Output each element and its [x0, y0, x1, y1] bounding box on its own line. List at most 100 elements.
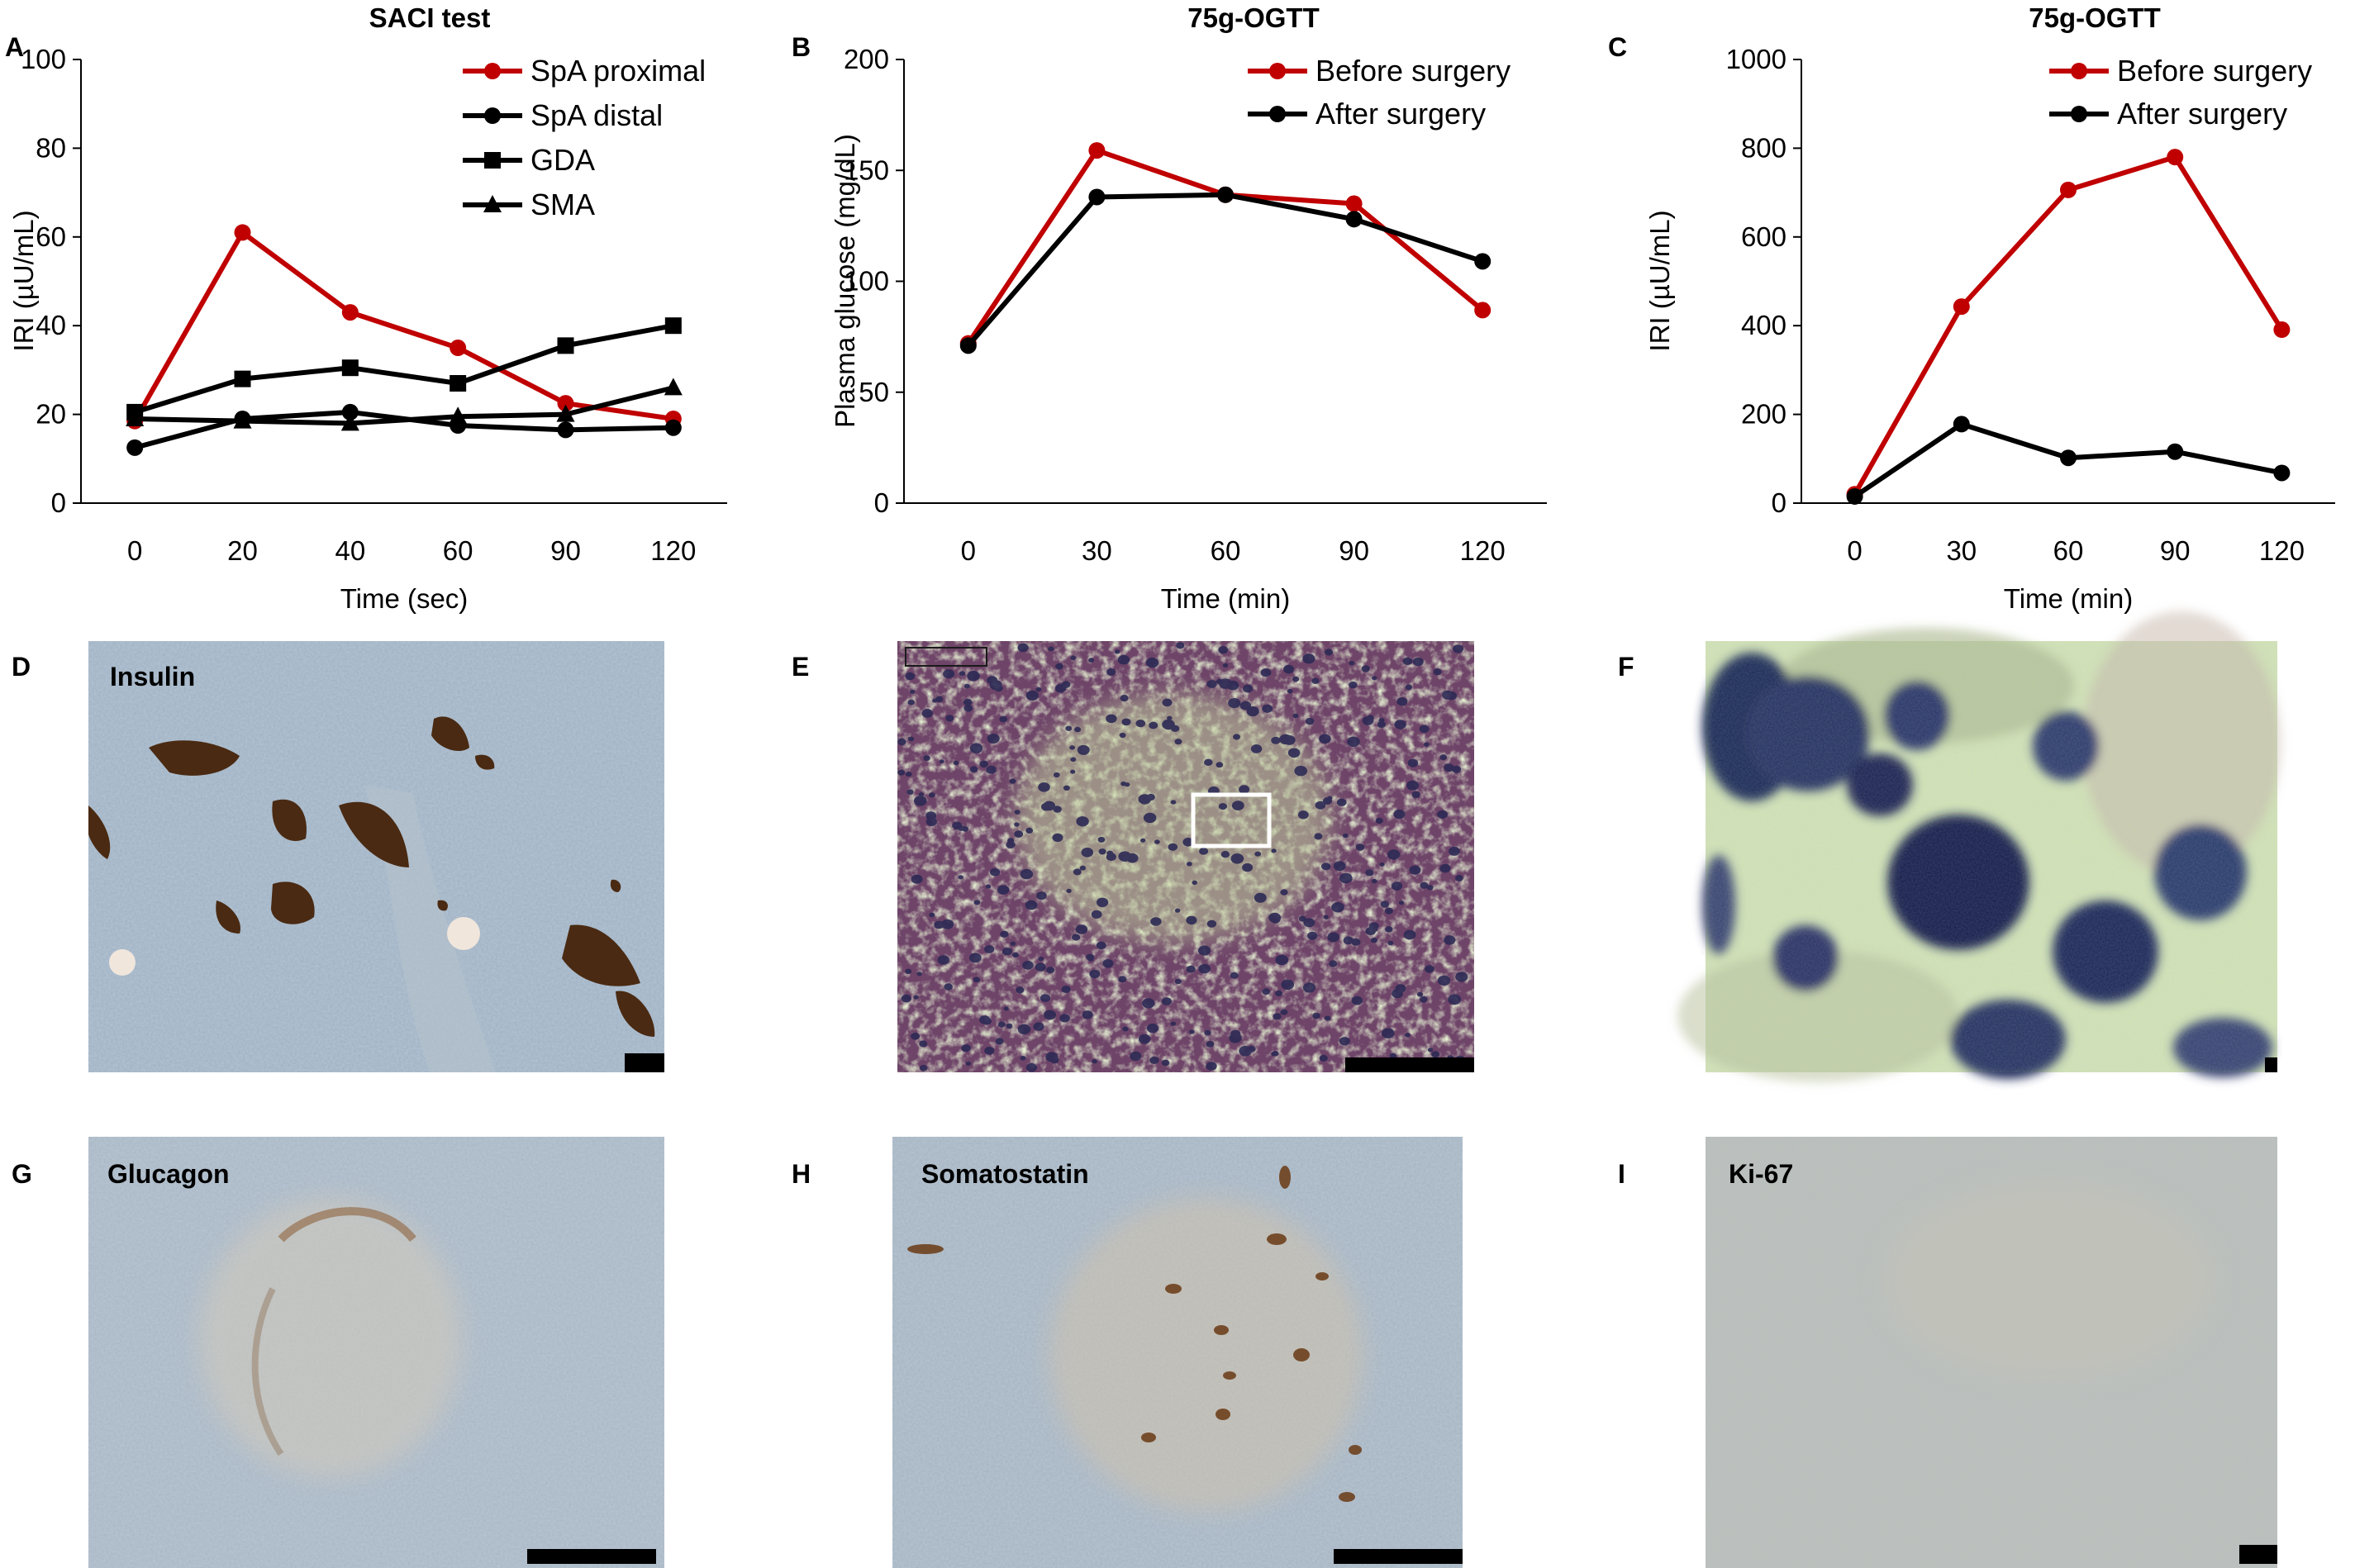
x-tick-label: 40: [335, 535, 365, 566]
y-tick-label: 600: [1741, 221, 1786, 252]
nucleus: [1273, 1013, 1282, 1020]
nucleus: [1167, 715, 1173, 720]
data-point: [1217, 186, 1234, 203]
nucleus: [1220, 851, 1230, 858]
nucleus: [1014, 830, 1024, 838]
nucleus: [1186, 965, 1196, 973]
scale-bar: [2265, 1057, 2277, 1072]
data-point: [556, 404, 575, 422]
nucleus: [1098, 848, 1106, 855]
nucleus: [1398, 900, 1405, 905]
nucleus: [1250, 744, 1263, 753]
x-tick-label: 120: [2259, 535, 2305, 566]
data-point: [341, 304, 359, 321]
series-line-before-surgery: [1852, 154, 2284, 496]
nucleus: [1020, 1056, 1026, 1061]
nucleus: [1231, 801, 1244, 810]
data-point: [1953, 416, 1970, 433]
nucleus: [1025, 690, 1040, 701]
nucleus: [1007, 838, 1015, 843]
nucleus: [918, 792, 925, 797]
nucleus: [984, 945, 995, 953]
legend-entry: Before surgery: [2117, 54, 2312, 88]
nucleus: [1130, 1051, 1142, 1061]
nucleus: [1043, 801, 1056, 811]
y-tick-label: 800: [1741, 132, 1786, 163]
nucleus: [1070, 769, 1076, 774]
nucleus: [1394, 720, 1406, 729]
legend-marker: [1269, 63, 1286, 79]
nucleus: [999, 715, 1008, 723]
nucleus: [923, 755, 930, 762]
nucleus: [1442, 690, 1453, 700]
nucleus: [1271, 736, 1281, 744]
nucleus: [1170, 1021, 1177, 1026]
nucleus: [1176, 642, 1185, 649]
chart-title: SACI test: [369, 2, 491, 33]
nucleus: [986, 765, 997, 774]
data-point: [234, 370, 251, 387]
nucleus: [1297, 810, 1309, 820]
nucleus: [1339, 872, 1353, 884]
legend-marker: [2071, 106, 2087, 122]
nucleus: [1420, 995, 1428, 1003]
panel-letter-f: F: [1618, 652, 1634, 682]
nucleus: [914, 796, 927, 806]
micrograph-glucagon: Glucagon: [88, 1137, 664, 1568]
series-line-gda: [134, 323, 674, 415]
nucleus: [953, 760, 959, 766]
x-tick-label: 90: [550, 535, 581, 566]
data-point: [2167, 443, 2184, 460]
nucleus: [1322, 797, 1332, 805]
nucleus: [1379, 862, 1385, 867]
nucleus: [1323, 915, 1329, 919]
nucleus: [979, 760, 988, 768]
nucleus: [1333, 861, 1346, 872]
nucleus: [1162, 698, 1173, 707]
nucleus: [1161, 1059, 1170, 1067]
nucleus: [911, 874, 923, 884]
nucleus: [1082, 1010, 1093, 1019]
data-point: [1088, 188, 1106, 206]
nucleus: [1142, 998, 1155, 1009]
y-tick-label: 0: [51, 487, 66, 518]
nucleus: [1006, 1023, 1013, 1029]
nucleus: [1262, 704, 1273, 713]
nucleus: [1061, 986, 1071, 993]
nucleus: [1349, 660, 1355, 666]
nucleus: [1427, 1048, 1434, 1052]
x-tick-label: 0: [1847, 535, 1862, 566]
nucleus: [1038, 956, 1044, 962]
nucleus: [934, 920, 944, 929]
nucleus: [1154, 839, 1160, 844]
nucleus: [1025, 1062, 1037, 1072]
legend-entry: GDA: [530, 143, 595, 177]
nucleus: [997, 885, 1010, 895]
legend-marker: [484, 107, 501, 124]
data-point: [557, 395, 574, 412]
y-tick-label: 150: [844, 154, 889, 185]
nucleus: [1096, 941, 1106, 950]
data-point: [959, 337, 977, 354]
series-line-spa-proximal: [132, 230, 674, 423]
y-tick-label: 40: [36, 310, 66, 340]
nucleus: [1117, 654, 1130, 665]
nucleus: [1230, 1029, 1241, 1038]
nucleus: [916, 972, 922, 976]
nucleus: [1351, 995, 1363, 1005]
nucleus: [1149, 721, 1158, 729]
nucleus: [1077, 744, 1090, 755]
nucleus: [1170, 725, 1180, 732]
nucleus: [973, 900, 981, 905]
nucleus: [1305, 717, 1315, 725]
nucleus: [1382, 1028, 1395, 1038]
nucleus: [1069, 745, 1075, 750]
nucleus: [1243, 684, 1254, 693]
nucleus: [1106, 668, 1116, 676]
panel-letter-g: G: [12, 1159, 32, 1189]
nucleus: [932, 698, 938, 703]
legend-marker: [1269, 106, 1286, 122]
micrograph-he-magnified: [1677, 611, 2281, 1082]
nucleus: [1003, 1006, 1009, 1011]
nucleus: [1406, 780, 1420, 791]
